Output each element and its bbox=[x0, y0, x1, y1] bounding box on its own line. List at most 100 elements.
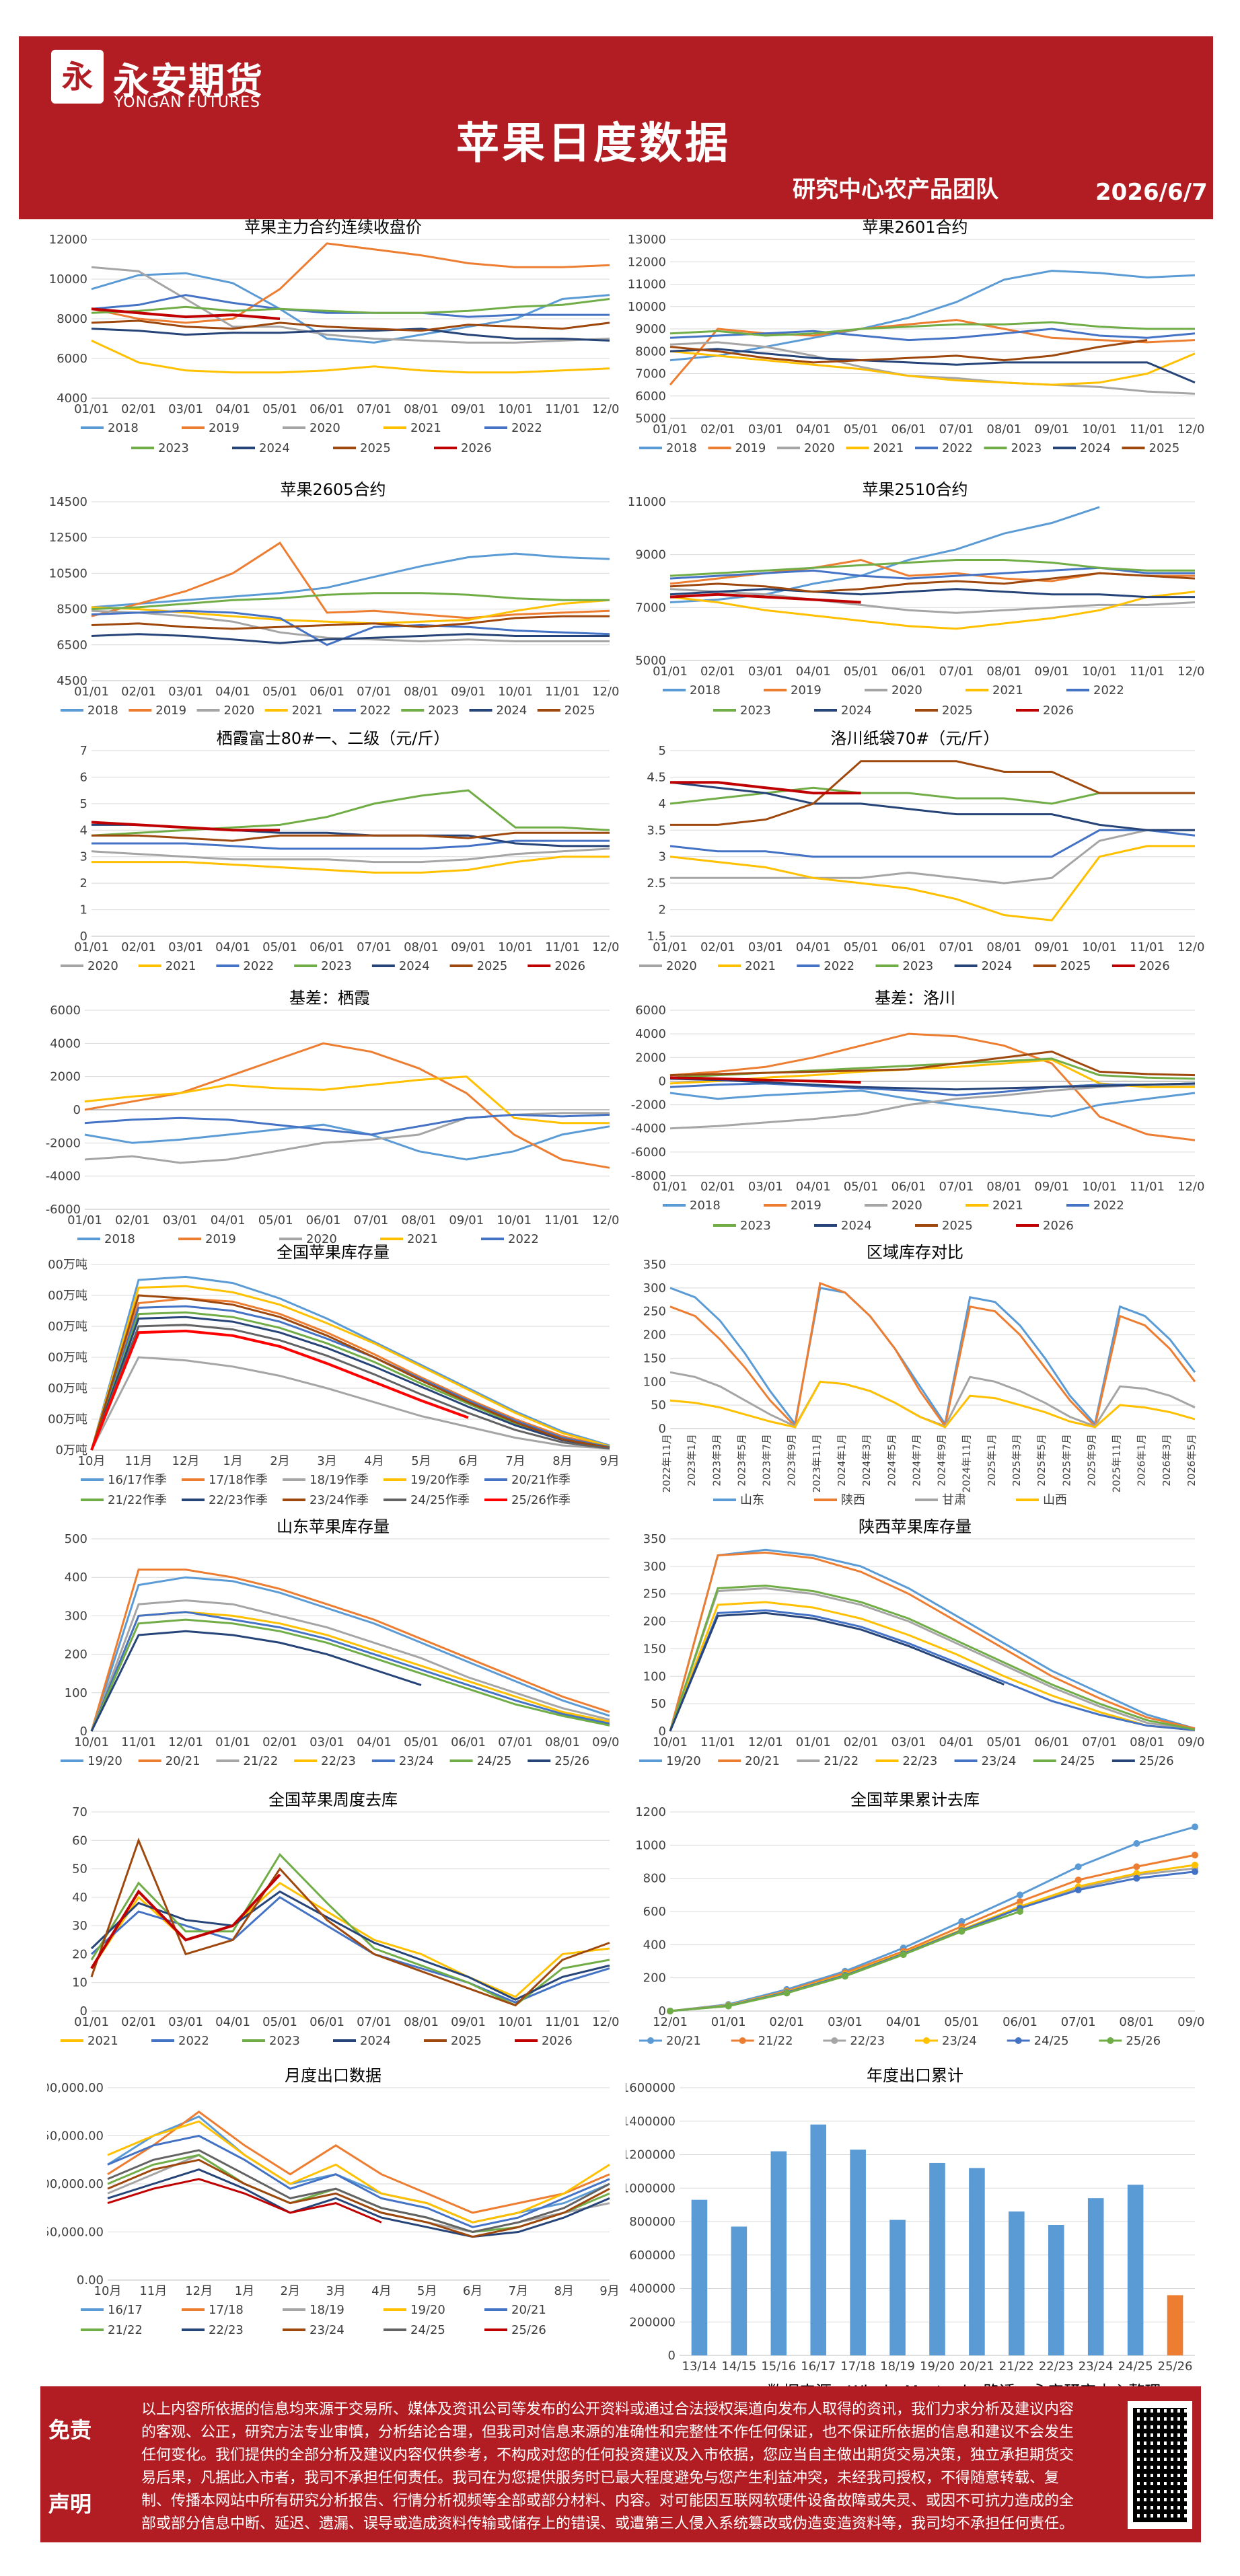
series-line-25-26 bbox=[90, 1630, 422, 1732]
legend-label: 18/19 bbox=[309, 2303, 344, 2317]
legend-label: 2022 bbox=[360, 704, 391, 718]
y-tick-label: 1 bbox=[80, 903, 87, 917]
x-tick-label: 02/01 bbox=[844, 1735, 879, 1749]
series-line-2021 bbox=[92, 856, 610, 874]
y-tick-label: 13000 bbox=[628, 233, 666, 247]
y-tick-label: 4000 bbox=[57, 391, 87, 406]
x-tick-label: 12/01 bbox=[1177, 1180, 1204, 1194]
y-tick-label: 400000 bbox=[629, 2282, 676, 2296]
x-tick-label: 01/01 bbox=[796, 1735, 831, 1749]
x-tick-label: 16/17 bbox=[801, 2359, 836, 2374]
legend-label: 2022 bbox=[1093, 1199, 1124, 1213]
series-line-2022 bbox=[92, 839, 610, 850]
bar-13-14 bbox=[691, 2199, 708, 2355]
legend-label: 2025 bbox=[360, 441, 391, 455]
x-tick-label: 5月 bbox=[417, 2284, 437, 2298]
bar-19-20 bbox=[929, 2162, 945, 2355]
legend-label: 19/20 bbox=[666, 1754, 701, 1768]
legend-label: 2021 bbox=[992, 683, 1023, 697]
x-tick-label: 11/01 bbox=[1130, 665, 1165, 679]
series-point-21-22 bbox=[1192, 1852, 1198, 1859]
series-line-2018 bbox=[669, 1089, 1196, 1118]
x-tick-label: 7月 bbox=[509, 2284, 528, 2298]
series-line-x bbox=[669, 1287, 1196, 1427]
y-tick-label: 1000万吨 bbox=[47, 1289, 87, 1303]
series-line-23-24 bbox=[107, 2158, 610, 2238]
x-tick-label: 04/01 bbox=[796, 1180, 831, 1194]
y-tick-label: 0 bbox=[659, 1725, 666, 1739]
x-tick-label: 3月 bbox=[317, 1454, 336, 1468]
x-tick-label: 03/01 bbox=[748, 940, 783, 954]
x-tick-label: 18/19 bbox=[880, 2359, 915, 2374]
legend-label: 25/26 bbox=[1126, 2034, 1161, 2048]
x-tick-label: 02/01 bbox=[700, 1180, 735, 1194]
y-tick-label: 200,000.00 bbox=[47, 2081, 104, 2095]
x-tick-label: 10/01 bbox=[1082, 665, 1117, 679]
y-tick-label: 1400000 bbox=[626, 2115, 676, 2129]
y-tick-label: 200 bbox=[643, 1328, 666, 1342]
series-line-22-23 bbox=[90, 1316, 610, 1451]
y-tick-label: 300 bbox=[643, 1281, 666, 1295]
bar-25-26 bbox=[1167, 2295, 1183, 2355]
y-tick-label: 8000 bbox=[57, 312, 87, 326]
legend-label: 21/22 bbox=[758, 2034, 793, 2048]
x-tick-label: 2023年3月 bbox=[710, 1434, 723, 1486]
series-line-2025 bbox=[669, 1050, 1196, 1077]
y-tick-label: 250 bbox=[643, 1587, 666, 1601]
chart-title: 基差：洛川 bbox=[875, 989, 955, 1008]
y-tick-label: 60 bbox=[72, 1833, 87, 1848]
legend-label: 陕西 bbox=[841, 1493, 865, 1507]
x-tick-label: 08/01 bbox=[404, 940, 439, 954]
series-line-20-21 bbox=[669, 1551, 1196, 1732]
series-point-25-26 bbox=[725, 2002, 732, 2010]
series-point-20-21 bbox=[1074, 1863, 1082, 1870]
legend-label: 2021 bbox=[407, 1232, 438, 1246]
x-tick-label: 2025年9月 bbox=[1085, 1434, 1097, 1486]
legend-label: 2021 bbox=[992, 1199, 1023, 1213]
y-tick-label: 4500 bbox=[57, 674, 87, 688]
x-tick-label: 25/26 bbox=[1158, 2359, 1193, 2374]
series-line-23-24 bbox=[90, 1611, 610, 1732]
chart-title: 山东苹果库存量 bbox=[277, 1517, 390, 1536]
y-tick-label: 7 bbox=[80, 744, 87, 758]
series-line-2019 bbox=[91, 541, 610, 619]
y-tick-label: 7000 bbox=[635, 601, 666, 615]
series-line-21-22 bbox=[90, 1599, 610, 1732]
chart-weekly-out: 全国苹果周度去库 0 10 20 30 40 50 60 70 01/01 02/01 03/01 04… bbox=[61, 1790, 619, 2048]
chart-stock-sd: 山东苹果库存量 0 100 200 300 400 500 10/01 11/01 12/01 01… bbox=[61, 1517, 619, 1768]
legend-label: 2023 bbox=[269, 2034, 300, 2048]
legend-label: 2023 bbox=[740, 1219, 771, 1233]
x-tick-label: 2023年1月 bbox=[686, 1434, 698, 1486]
series-line-17-18 bbox=[90, 1297, 610, 1451]
legend-label: 18/19作季 bbox=[309, 1473, 369, 1487]
series-line-16-17 bbox=[107, 2115, 610, 2224]
y-tick-label: 200 bbox=[643, 1615, 666, 1629]
disclaimer-panel: 免责 声明 以上内容所依据的信息均来源于交易所、媒体及资讯公司等发布的公开资料或… bbox=[40, 2386, 1201, 2542]
series-line-2019 bbox=[669, 319, 1196, 386]
x-tick-label: 01/01 bbox=[215, 1735, 250, 1749]
x-tick-label: 07/01 bbox=[357, 940, 392, 954]
x-tick-label: 2024年1月 bbox=[836, 1434, 848, 1486]
series-line-21-22 bbox=[107, 2154, 610, 2234]
legend-label: 2018 bbox=[690, 1199, 721, 1213]
legend-label: 2022 bbox=[824, 959, 854, 973]
x-tick-label: 1月 bbox=[223, 1454, 242, 1468]
legend-label: 2020 bbox=[804, 441, 835, 455]
chart-basis-qx: 基差：栖霞 -6000 -4000 -2000 0 2000 4000 6000 01/01 02… bbox=[46, 989, 619, 1246]
series-line-2023 bbox=[91, 592, 610, 611]
y-tick-label: 2000 bbox=[50, 1070, 81, 1084]
series-point-23-24 bbox=[1192, 1861, 1198, 1868]
y-tick-label: 0 bbox=[659, 1422, 666, 1436]
x-tick-label: 07/01 bbox=[1082, 1735, 1117, 1749]
legend-label: 2025 bbox=[1149, 441, 1180, 455]
x-tick-label: 03/01 bbox=[168, 940, 203, 954]
x-tick-label: 08/01 bbox=[986, 422, 1021, 437]
y-tick-label: 20 bbox=[72, 1947, 87, 1961]
y-tick-label: 0万吨 bbox=[56, 1443, 87, 1457]
chart-title: 区域库存对比 bbox=[867, 1243, 963, 1262]
series-line-2026 bbox=[91, 821, 280, 832]
y-tick-label: 8500 bbox=[57, 603, 87, 617]
x-tick-label: 01/01 bbox=[74, 685, 109, 699]
x-tick-label: 08/01 bbox=[404, 2015, 439, 2029]
y-tick-label: 12500 bbox=[49, 531, 87, 545]
